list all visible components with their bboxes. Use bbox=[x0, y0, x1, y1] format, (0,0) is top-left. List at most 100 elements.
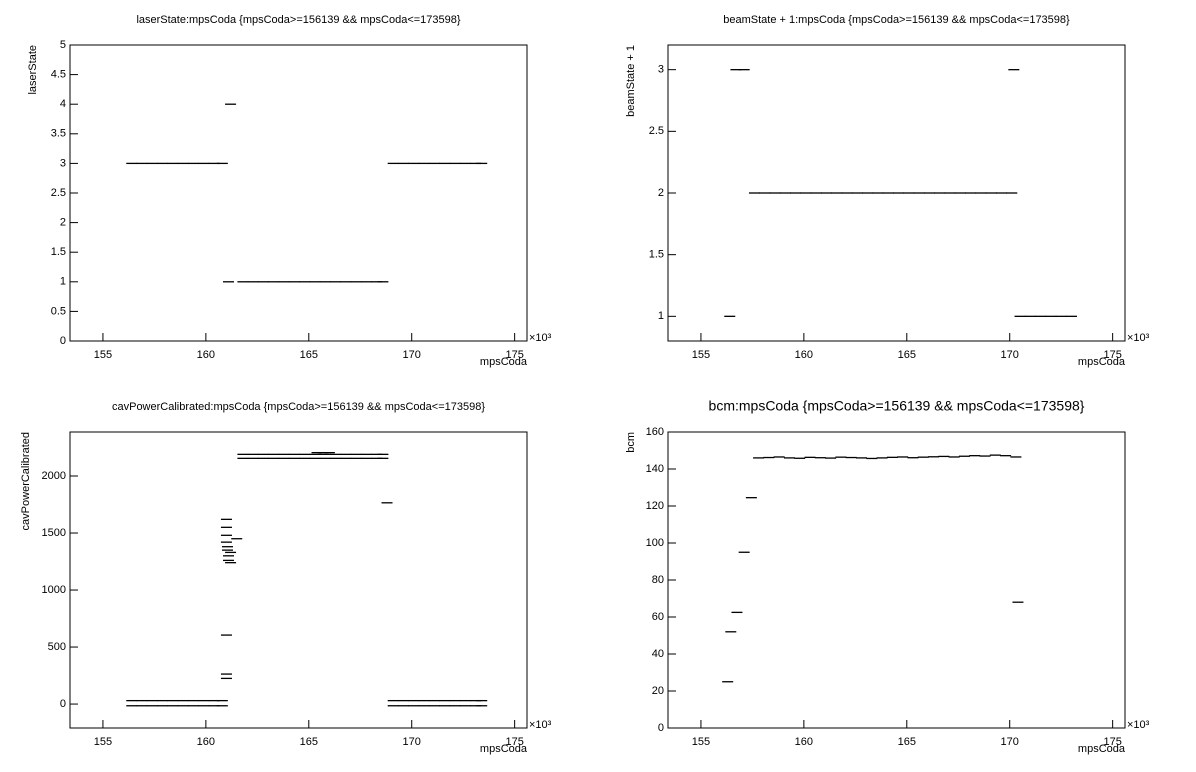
x-multiplier: ×10³ bbox=[529, 719, 552, 731]
point bbox=[268, 457, 280, 459]
point bbox=[449, 705, 461, 707]
point bbox=[907, 457, 919, 459]
x-tick-label: 175 bbox=[505, 349, 523, 361]
point bbox=[278, 457, 290, 459]
point bbox=[309, 457, 321, 459]
point bbox=[794, 457, 806, 459]
x-tick-label: 165 bbox=[300, 736, 318, 748]
y-tick-label: 5 bbox=[60, 39, 66, 51]
point bbox=[220, 526, 232, 528]
point bbox=[759, 192, 771, 194]
y-tick-label: 2000 bbox=[42, 470, 66, 482]
point bbox=[773, 456, 785, 458]
point bbox=[459, 705, 471, 707]
point bbox=[278, 453, 290, 455]
point bbox=[428, 162, 440, 165]
point bbox=[1012, 601, 1024, 603]
x-tick-label: 155 bbox=[692, 349, 710, 361]
chart-title: cavPowerCalibrated:mpsCoda {mpsCoda>=156… bbox=[112, 401, 485, 413]
x-tick-label: 160 bbox=[197, 349, 215, 361]
point bbox=[989, 454, 1001, 456]
plot-frame bbox=[69, 44, 528, 342]
plot-frame bbox=[69, 431, 528, 729]
point bbox=[371, 457, 383, 459]
point bbox=[268, 453, 280, 455]
point bbox=[136, 162, 148, 165]
x-axis-label: mpsCoda bbox=[1078, 356, 1126, 368]
point bbox=[258, 453, 270, 455]
point bbox=[258, 281, 270, 283]
point bbox=[216, 162, 228, 165]
point bbox=[323, 451, 335, 454]
point bbox=[317, 451, 329, 454]
point bbox=[371, 281, 383, 283]
point bbox=[247, 453, 259, 455]
point bbox=[995, 192, 1007, 194]
point bbox=[309, 281, 321, 283]
point bbox=[136, 699, 148, 702]
x-tick-label: 155 bbox=[94, 736, 112, 748]
y-tick-label: 1000 bbox=[42, 584, 66, 596]
point bbox=[738, 69, 750, 71]
point bbox=[225, 103, 237, 105]
point bbox=[1014, 315, 1026, 317]
y-tick-label: 1 bbox=[60, 276, 66, 288]
point bbox=[876, 457, 888, 459]
point bbox=[397, 699, 409, 702]
point bbox=[136, 705, 148, 707]
point bbox=[350, 453, 362, 455]
point bbox=[1006, 192, 1018, 194]
point bbox=[903, 192, 915, 194]
point bbox=[476, 162, 488, 165]
point bbox=[779, 192, 791, 194]
point bbox=[188, 699, 200, 702]
point bbox=[177, 162, 189, 165]
point bbox=[387, 705, 399, 707]
point bbox=[157, 705, 169, 707]
y-tick-label: 0 bbox=[658, 722, 664, 734]
x-tick-label: 175 bbox=[1103, 736, 1121, 748]
point bbox=[1000, 455, 1012, 457]
point bbox=[866, 457, 878, 460]
x-tick-label: 155 bbox=[94, 349, 112, 361]
point bbox=[247, 457, 259, 459]
point bbox=[439, 705, 451, 707]
y-tick-label: 160 bbox=[646, 426, 664, 438]
point bbox=[841, 192, 853, 194]
x-axis-label: mpsCoda bbox=[480, 743, 528, 755]
y-tick-label: 1500 bbox=[42, 527, 66, 539]
point bbox=[428, 705, 440, 707]
point bbox=[944, 192, 956, 194]
point bbox=[459, 699, 471, 702]
y-axis-label: beamState + 1 bbox=[625, 45, 637, 117]
point bbox=[198, 705, 210, 707]
y-tick-label: 1.5 bbox=[51, 246, 66, 258]
point bbox=[449, 162, 461, 165]
point bbox=[459, 162, 471, 165]
point bbox=[167, 699, 179, 702]
point bbox=[408, 162, 420, 165]
y-tick-label: 0 bbox=[60, 698, 66, 710]
point bbox=[216, 699, 228, 702]
point bbox=[1024, 315, 1036, 317]
point bbox=[790, 192, 802, 194]
point bbox=[845, 456, 857, 459]
point bbox=[387, 699, 399, 702]
point bbox=[810, 192, 822, 194]
point bbox=[258, 457, 270, 459]
point bbox=[886, 456, 898, 458]
point bbox=[897, 456, 909, 458]
y-tick-label: 120 bbox=[646, 500, 664, 512]
point bbox=[340, 453, 352, 455]
point bbox=[231, 538, 243, 540]
x-multiplier: ×10³ bbox=[529, 332, 552, 344]
x-tick-label: 160 bbox=[795, 736, 813, 748]
point bbox=[237, 457, 249, 459]
point bbox=[247, 281, 259, 283]
point bbox=[814, 457, 826, 459]
point bbox=[220, 534, 232, 536]
point bbox=[188, 705, 200, 707]
point bbox=[299, 453, 311, 455]
point bbox=[804, 456, 816, 458]
